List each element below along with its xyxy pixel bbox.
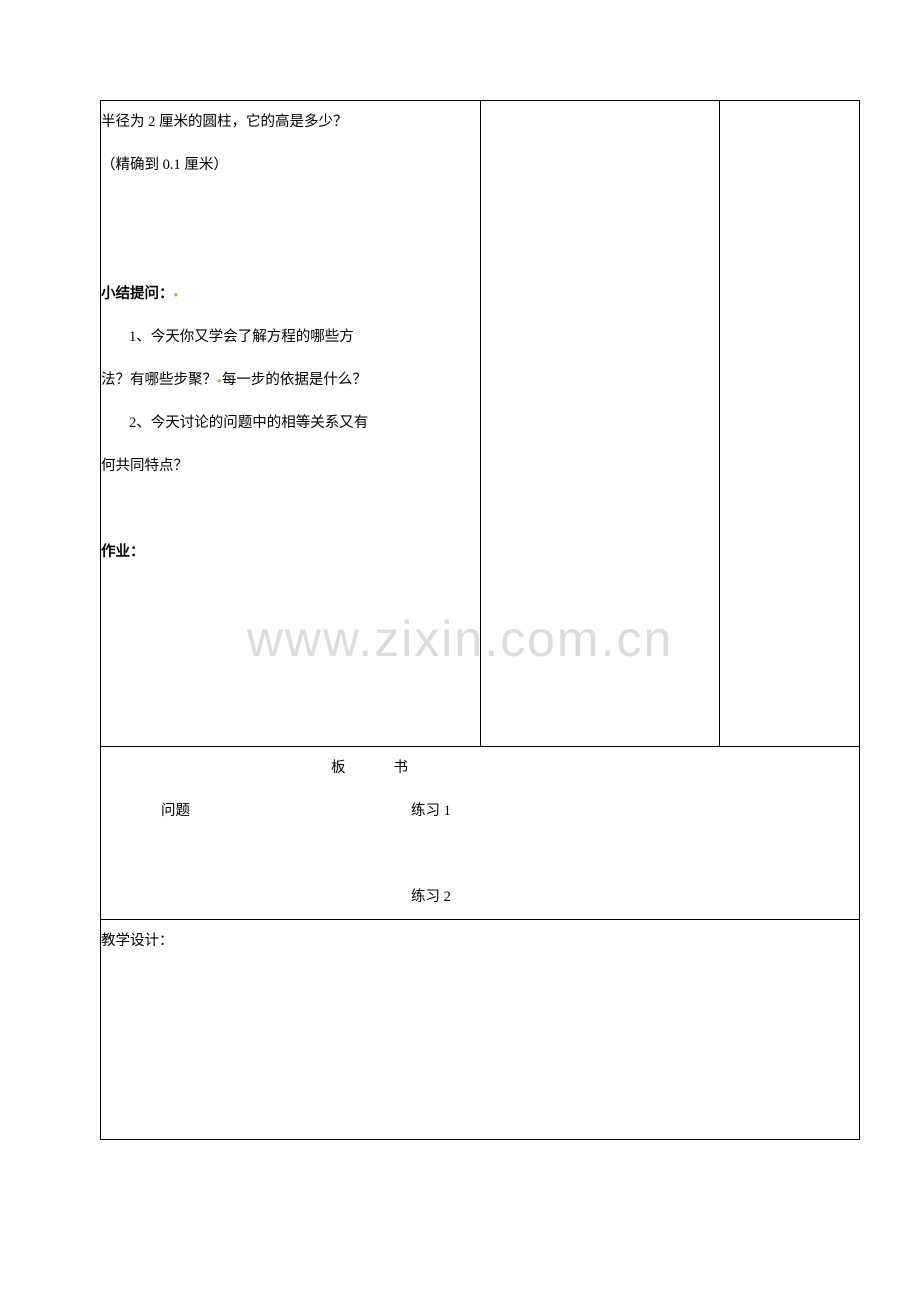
blank-line: [101, 833, 859, 876]
blank-line: [101, 617, 480, 660]
text-part: 每一步的依据是什么？: [222, 372, 367, 388]
blackboard-practice: 练习 1: [411, 790, 451, 833]
blackboard-practice: 练习 2: [101, 876, 859, 919]
middle-cell: [480, 101, 720, 747]
teaching-design-section: 教学设计：: [101, 920, 860, 1140]
right-cell: [720, 101, 860, 747]
teaching-design-label: 教学设计：: [101, 920, 859, 963]
summary-question-line: 1、今天你又学会了解方程的哪些方: [101, 316, 480, 359]
blackboard-row: 问题 练习 1: [101, 790, 859, 833]
summary-question-line: 法？有哪些步聚？●每一步的依据是什么？: [101, 359, 480, 402]
blank-line: [101, 574, 480, 617]
exercise-line: 半径为 2 厘米的圆柱，它的高是多少？: [101, 101, 480, 144]
text-part: 法？有哪些步聚？: [101, 372, 217, 388]
summary-title: 小结提问：: [101, 286, 174, 302]
table-row: 半径为 2 厘米的圆柱，它的高是多少？ （精确到 0.1 厘米） 小结提问：● …: [101, 101, 860, 747]
document-page: 半径为 2 厘米的圆柱，它的高是多少？ （精确到 0.1 厘米） 小结提问：● …: [100, 100, 860, 1140]
table-row: 板书 问题 练习 1 练习 2: [101, 747, 860, 920]
blank-line: [101, 703, 480, 746]
homework-heading: 作业：: [101, 531, 480, 574]
summary-question-line: 2、今天讨论的问题中的相等关系又有: [101, 402, 480, 445]
blackboard-title: 板书: [101, 747, 859, 790]
blackboard-section: 板书 问题 练习 1 练习 2: [101, 747, 860, 920]
exercise-line: （精确到 0.1 厘米）: [101, 144, 480, 187]
blackboard-topic: 问题: [101, 790, 411, 833]
table-row: 教学设计：: [101, 920, 860, 1140]
main-content-cell: 半径为 2 厘米的圆柱，它的高是多少？ （精确到 0.1 厘米） 小结提问：● …: [101, 101, 481, 747]
blank-line: [101, 230, 480, 273]
blank-line: [101, 488, 480, 531]
lesson-plan-table: 半径为 2 厘米的圆柱，它的高是多少？ （精确到 0.1 厘米） 小结提问：● …: [100, 100, 860, 1140]
blackboard-content: 问题 练习 1 练习 2: [101, 790, 859, 919]
summary-heading: 小结提问：●: [101, 273, 480, 316]
blank-line: [101, 187, 480, 230]
summary-question-line: 何共同特点？: [101, 445, 480, 488]
dot-marker: ●: [174, 290, 179, 299]
blank-line: [101, 660, 480, 703]
